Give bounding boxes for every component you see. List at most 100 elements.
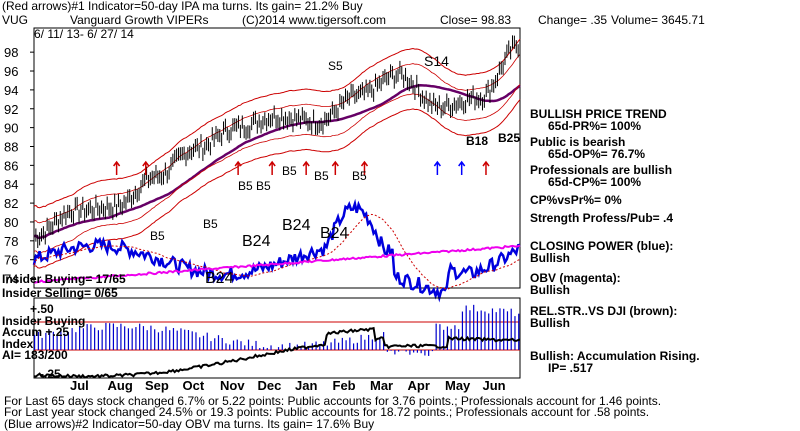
accum-bar — [203, 336, 204, 350]
signal-label-b5: B5 — [256, 179, 271, 193]
accum-bar — [184, 330, 185, 350]
x-tick-label: Oct — [183, 378, 205, 393]
y-tick-label: 92 — [4, 102, 18, 117]
accum-bar — [278, 347, 279, 350]
accum-bar — [327, 346, 328, 350]
accum-bar — [252, 346, 253, 350]
accum-bar — [162, 331, 163, 350]
header-indicator-line: (Red arrows)#1 Indicator=50-day IPA ma t… — [2, 0, 363, 13]
right-panel-line: Bullish — [530, 284, 570, 297]
accum-bar — [368, 335, 369, 350]
signal-label-b24: B24 — [242, 233, 271, 250]
x-tick-label: Aug — [108, 378, 133, 393]
y-tick-label: 82 — [4, 196, 18, 211]
accum-bar — [225, 343, 226, 350]
accum-bar — [120, 324, 121, 350]
lower-band-line — [34, 100, 520, 269]
accum-bar — [207, 333, 208, 350]
accum-bar — [473, 305, 474, 350]
accum-bar — [353, 343, 354, 350]
volume-value: Volume= 3645.71 — [611, 14, 705, 27]
accum-bar — [477, 311, 478, 350]
accum-bar — [428, 350, 429, 356]
y-tick-label: 76 — [4, 253, 18, 268]
right-panel-line: Bullish — [530, 317, 570, 330]
accum-bar — [345, 340, 346, 350]
accum-bar — [330, 342, 331, 350]
accum-bar — [409, 350, 410, 355]
insider-selling-label: Insider Selling= 0/65 — [2, 287, 118, 300]
y-tick-label: 96 — [4, 64, 18, 79]
accum-bar — [492, 308, 493, 350]
accum-bar — [394, 350, 395, 354]
accum-bar — [421, 350, 422, 353]
signal-label-b5: B5 — [203, 217, 218, 231]
x-tick-label: Jan — [295, 378, 317, 393]
ai-label: AI= 183/200 — [2, 349, 68, 362]
accum-bar — [267, 348, 268, 350]
copyright-source: (C)2014 www.tigersoft.com — [242, 14, 386, 27]
accum-bar — [180, 328, 181, 350]
accum-bar — [357, 343, 358, 350]
accum-bar — [233, 341, 234, 350]
footer-blue-arrows: (Blue arrows)#2 Indicator=50-day OBV ma … — [4, 418, 374, 431]
accum-bar — [349, 338, 350, 350]
accum-bar — [300, 348, 301, 350]
accum-bar — [150, 326, 151, 350]
right-panel-line: Bullish — [530, 252, 570, 265]
inner-lower-band-line — [34, 84, 520, 253]
accum-bar — [255, 341, 256, 350]
signal-label-s5: S5 — [328, 59, 343, 73]
accum-bar — [222, 338, 223, 350]
accum-bar — [398, 350, 399, 352]
signal-label-b24: B24 — [282, 217, 311, 234]
accum-bar — [240, 341, 241, 350]
y-tick-label: 80 — [4, 215, 18, 230]
y-tick-label: 94 — [4, 83, 18, 98]
accum-bar — [496, 312, 497, 350]
accum-bar — [424, 350, 425, 355]
ticker-symbol: VUG — [2, 14, 28, 27]
signal-label-b24: B24 — [205, 270, 234, 287]
accum-bar — [132, 328, 133, 350]
accum-bar — [105, 323, 106, 350]
y-tick-label: 84 — [4, 177, 18, 192]
accum-bar — [469, 310, 470, 350]
accum-bar — [139, 324, 140, 350]
accum-bar — [218, 335, 219, 350]
accum-bar — [282, 344, 283, 350]
y-tick-label: 98 — [4, 45, 18, 60]
accum-bar — [413, 350, 414, 353]
accum-bar — [94, 328, 95, 350]
accum-bar — [128, 328, 129, 350]
accum-bar — [263, 347, 264, 350]
accum-bar — [488, 313, 489, 350]
accum-bar — [83, 328, 84, 350]
accum-bar — [102, 330, 103, 350]
accum-bar — [244, 345, 245, 350]
signal-label-b5: B5 — [150, 229, 165, 243]
accum-bar — [169, 330, 170, 350]
minus25-label: -.25 — [40, 368, 61, 381]
accum-bar — [248, 340, 249, 350]
signal-label-b25: B25 — [498, 131, 520, 145]
accum-bar — [417, 350, 418, 353]
accum-bar — [511, 309, 512, 350]
accum-bar — [188, 330, 189, 350]
accum-bar — [109, 323, 110, 350]
accum-bar — [334, 339, 335, 350]
insider-buying-label: Insider Buying= 17/65 — [2, 273, 126, 286]
x-tick-label: Apr — [408, 378, 430, 393]
y-tick-label: 90 — [4, 121, 18, 136]
accum-bar — [364, 340, 365, 350]
accum-bar — [72, 328, 73, 350]
accum-bar — [143, 326, 144, 350]
accum-bar — [466, 306, 467, 350]
x-tick-label: Sep — [145, 378, 169, 393]
accum-bar — [90, 324, 91, 350]
accum-bar — [387, 350, 388, 352]
right-panel-line: IP= .517 — [548, 362, 593, 375]
accum-bar — [165, 327, 166, 350]
accum-bar — [484, 312, 485, 350]
